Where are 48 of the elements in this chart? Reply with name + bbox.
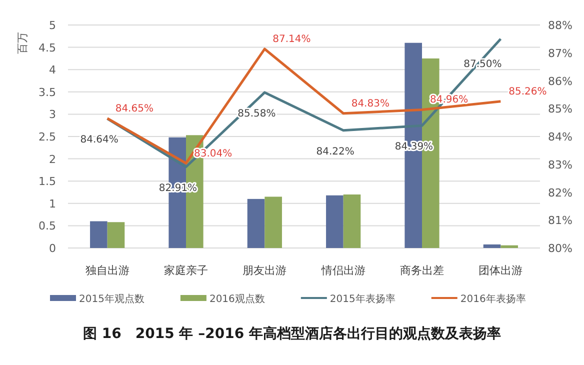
legend-label: 2015年表扬率 — [330, 293, 396, 305]
y-tick-label: 5 — [49, 19, 56, 32]
y-tick-label: 1 — [49, 197, 56, 210]
x-tick-label: 情侣出游 — [320, 264, 366, 277]
x-tick-label: 朋友出游 — [242, 264, 287, 277]
y2-tick-label: 83% — [548, 158, 572, 172]
y-tick-label: 4 — [49, 64, 56, 77]
bar — [264, 196, 282, 248]
y2-tick-label: 87% — [548, 46, 572, 60]
legend-label: 2016观点数 — [209, 293, 265, 305]
y2-tick-label: 82% — [548, 186, 572, 200]
data-label: 82.91% — [158, 182, 198, 194]
bar — [90, 221, 108, 248]
bar — [107, 222, 125, 248]
x-tick-label: 独自出游 — [85, 264, 130, 277]
data-label: 84.64% — [80, 134, 118, 146]
y-tick-label: 3 — [49, 108, 56, 122]
bar — [247, 198, 265, 248]
bar — [500, 245, 518, 248]
x-tick-label: 家庭亲子 — [164, 264, 208, 277]
data-label: 84.65% — [115, 103, 154, 114]
y-tick-label: 2 — [49, 152, 56, 166]
y2-tick-label: 84% — [548, 130, 572, 144]
bar — [343, 194, 361, 248]
data-label: 84.83% — [351, 98, 390, 110]
legend-label: 2015年观点数 — [79, 293, 144, 305]
y2-tick-label: 81% — [548, 214, 572, 228]
data-label: 85.26% — [508, 86, 547, 98]
bar — [483, 244, 501, 248]
data-label: 84.39% — [394, 142, 434, 153]
x-tick-label: 商务出差 — [400, 264, 444, 277]
bar — [326, 195, 344, 248]
y2-tick-label: 86% — [548, 74, 572, 88]
text: 图 16 2015 年 –2016 年高档型酒店各出行目的观点数及表扬率 — [83, 325, 501, 342]
y-tick-label: 0 — [49, 242, 56, 255]
y2-tick-label: 85% — [548, 102, 572, 116]
y-tick-label: 3.5 — [38, 86, 56, 99]
y-axis-title: 百万 — [16, 32, 29, 54]
y2-tick-label: 80% — [548, 242, 572, 255]
data-label: 84.22% — [316, 146, 354, 158]
y-tick-label: 0.5 — [38, 220, 56, 233]
y-tick-label: 2.5 — [38, 130, 56, 144]
y-tick-label: 4.5 — [38, 41, 56, 54]
data-label: 87.14% — [272, 34, 311, 45]
legend-label: 2016年表扬率 — [460, 293, 526, 305]
y-tick-label: 1.5 — [38, 175, 56, 188]
y2-tick-label: 88% — [548, 19, 572, 32]
x-tick-label: 团体出游 — [478, 264, 523, 277]
